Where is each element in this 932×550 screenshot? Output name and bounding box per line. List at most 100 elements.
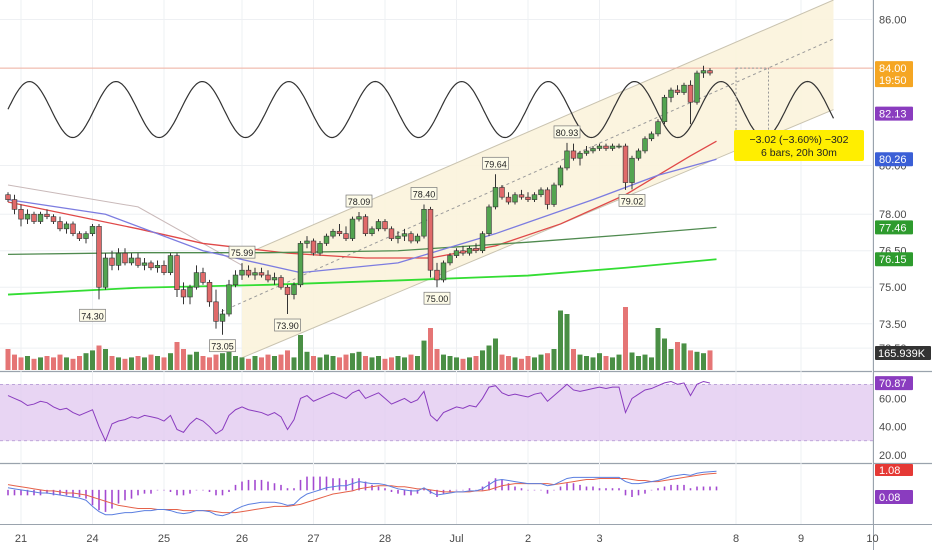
candle-body xyxy=(700,70,707,74)
volume-bar xyxy=(603,356,609,370)
volume-bar xyxy=(343,354,349,370)
macd-hist-badge xyxy=(875,490,913,504)
volume-bar xyxy=(662,338,667,370)
price-marker-label: 79.02 xyxy=(621,196,644,206)
price-axis-badge xyxy=(875,220,913,235)
volume-bar xyxy=(77,356,82,370)
sine-wave xyxy=(7,80,835,139)
candle-body xyxy=(603,145,609,149)
candle-body xyxy=(330,230,336,237)
candle-body xyxy=(213,301,219,322)
candle-body xyxy=(343,233,349,239)
candle-body xyxy=(466,247,473,254)
volume-bar xyxy=(649,357,654,370)
volume-bar xyxy=(272,356,277,370)
candle-body xyxy=(440,262,447,281)
volume-bar xyxy=(252,356,258,370)
candle-body xyxy=(83,233,89,239)
volume-bar xyxy=(18,357,24,370)
volume-bar xyxy=(291,357,297,370)
x-axis-tick-label: 10 xyxy=(866,533,878,545)
x-axis-tick-label: 2 xyxy=(525,533,531,545)
candle-body xyxy=(50,216,57,222)
candle-body xyxy=(187,286,193,298)
candle-body xyxy=(427,209,434,271)
rsi-value-badge-text: 70.87 xyxy=(879,378,907,390)
volume-bar xyxy=(434,349,440,370)
volume-bar xyxy=(51,357,56,370)
volume-bar xyxy=(155,356,160,370)
macd-signal-line xyxy=(7,472,717,514)
candle-body xyxy=(486,206,492,234)
volume-bar xyxy=(447,356,453,370)
candle-body xyxy=(89,226,96,234)
price-marker-label: 75.99 xyxy=(231,248,254,258)
price-axis-badge-value: 84.00 xyxy=(879,63,907,75)
candle-body xyxy=(284,286,291,295)
volume-bar xyxy=(70,358,76,370)
volume-bar xyxy=(25,356,30,370)
price-axis-badge-value: 77.46 xyxy=(879,222,907,234)
price-axis-badge xyxy=(875,106,913,121)
price-marker-label: 73.05 xyxy=(211,342,234,352)
candle-body xyxy=(460,250,466,254)
candle-body xyxy=(577,153,583,159)
volume-bar xyxy=(623,307,628,370)
price-marker-label-box xyxy=(209,339,236,353)
candle-body xyxy=(447,255,453,264)
volume-badge xyxy=(875,346,931,360)
volume-bar xyxy=(493,338,498,370)
volume-bar xyxy=(246,358,251,370)
candle-body xyxy=(265,274,271,281)
rsi-value-badge xyxy=(875,376,913,391)
volume-bar xyxy=(207,357,212,370)
measure-tooltip-box xyxy=(734,130,864,161)
candle-body xyxy=(317,243,323,254)
volume-bar xyxy=(610,357,615,370)
volume-bar xyxy=(239,357,245,370)
volume-bar xyxy=(233,356,238,370)
volume-bar xyxy=(480,350,485,370)
price-marker-label-box xyxy=(618,194,646,207)
volume-bar xyxy=(655,328,661,370)
candle-body xyxy=(635,150,642,159)
price-marker-label-box xyxy=(553,125,581,139)
candle-body xyxy=(473,247,479,252)
candle-body xyxy=(388,228,395,239)
channel-line xyxy=(241,0,834,257)
candle-body xyxy=(18,209,24,220)
volume-bar xyxy=(467,357,472,370)
volume-bar xyxy=(681,343,687,370)
volume-bar xyxy=(200,356,206,370)
candle-body xyxy=(323,235,330,244)
volume-bar xyxy=(636,356,641,370)
candle-body xyxy=(200,272,206,283)
volume-bar xyxy=(304,351,310,370)
volume-bar xyxy=(324,354,329,370)
candle-body xyxy=(661,97,668,123)
candle-body xyxy=(622,145,629,183)
volume-bar xyxy=(389,357,394,370)
candle-body xyxy=(408,233,414,242)
price-axis-badge-value: 76.15 xyxy=(879,254,907,266)
volume-bar xyxy=(83,353,89,370)
candle-body xyxy=(557,167,564,186)
x-axis-tick-label: 9 xyxy=(798,533,804,545)
volume-bar xyxy=(213,354,219,370)
candle-body xyxy=(161,265,167,273)
volume-bar xyxy=(129,357,134,370)
price-axis-badge-value: 82.13 xyxy=(879,109,907,121)
candle-body xyxy=(128,257,135,264)
candle-body xyxy=(707,70,713,74)
volume-bar xyxy=(96,345,102,370)
volume-bar xyxy=(168,353,173,370)
rsi-tick-label: 20.00 xyxy=(879,450,907,462)
volume-bar xyxy=(668,349,674,370)
candle-body xyxy=(369,228,375,234)
candle-body xyxy=(499,187,505,198)
candle-body xyxy=(245,269,252,276)
candle-body xyxy=(609,145,616,149)
measure-tooltip-line1: −3.02 (−3.60%) −302 xyxy=(750,134,849,146)
candle-body xyxy=(167,255,174,273)
